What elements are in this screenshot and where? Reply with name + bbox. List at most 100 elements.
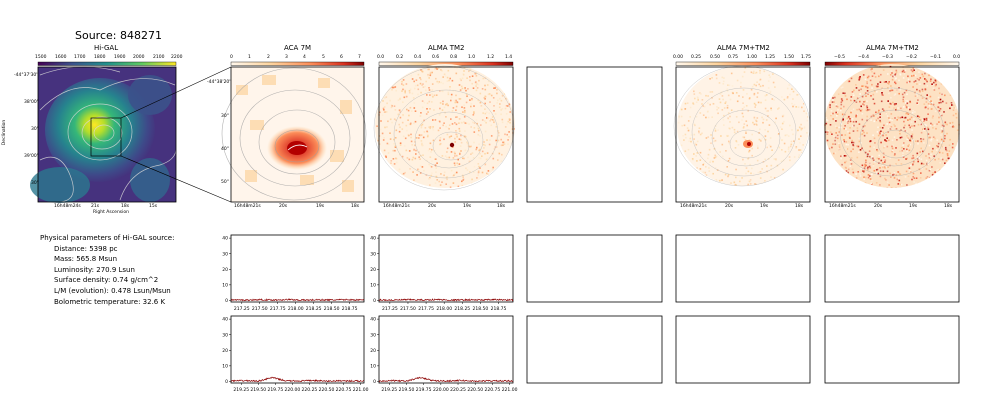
cbar-tick: 1500 (35, 55, 47, 60)
spectrum-ytick: 30 (370, 251, 376, 257)
aca7m-xtick: 16h48m21s (234, 204, 261, 209)
higal-ytick: 39'00" (24, 154, 39, 159)
spectrum-frame (230, 315, 365, 384)
cbar-tick: 4 (303, 55, 306, 60)
almatm2-image (373, 64, 515, 203)
spectrum-xtick: 219.75 (267, 387, 283, 393)
spectrum-xtick: 219.50 (250, 387, 266, 393)
alma7mtm2-b-xtick: 20s (874, 204, 883, 209)
spectrum-ytick: 10 (370, 363, 376, 369)
spectrum-ytick: 40 (370, 236, 376, 242)
spectrum-xtick: 220.50 (319, 387, 335, 393)
spectrum-xtick: 219.25 (381, 387, 397, 393)
alma7mtm2-a-image (673, 65, 811, 203)
cbar-tick: 0.75 (728, 55, 739, 60)
spectrum-xtick: 218.75 (342, 306, 358, 312)
cbar-tick: 7 (358, 55, 361, 60)
cbar-tick: 1900 (114, 55, 126, 60)
spectrum-ytick: 0 (373, 379, 376, 385)
spectrum-ytick: 30 (222, 251, 228, 257)
spectrum-ytick: 0 (373, 298, 376, 304)
cbar-tick: 2 (267, 55, 270, 60)
alma7mtm2-b-title: ALMA 7M+TM2 (866, 44, 919, 52)
cbar-tick: 0.6 (432, 55, 440, 60)
higal-ytick: 38'00" (24, 100, 39, 105)
aca7m-ytick: 40" (221, 147, 229, 152)
aca7m-colorbar-ticks: 0 1 2 3 4 5 6 7 (230, 55, 364, 61)
spectrum-ytick: 40 (370, 317, 376, 323)
cbar-tick: 0.00 (673, 55, 684, 60)
spectrum-xtick: 220.00 (433, 387, 449, 393)
spectrum-ytick: 40 (222, 317, 228, 323)
cbar-tick: −0.1 (930, 55, 941, 60)
cbar-tick: 0 (230, 55, 233, 60)
almatm2-xtick: 16h48m21s (383, 204, 410, 209)
empty-spectrum-panel (824, 234, 960, 303)
alma7mtm2-b-xtick: 16h48m21s (829, 204, 856, 209)
cbar-tick: 1600 (55, 55, 67, 60)
cbar-tick: 1700 (74, 55, 86, 60)
higal-xtick: 16h48m24s (54, 204, 81, 209)
aca7m-ytick: 50" (221, 180, 229, 185)
alma7mtm2-a-colorbar (675, 61, 811, 66)
info-line: Bolometric temperature: 32.6 K (54, 297, 166, 306)
alma7mtm2-b-xtick: 18s (944, 204, 953, 209)
cbar-tick: 0.2 (396, 55, 404, 60)
cbar-tick: 0.50 (710, 55, 721, 60)
almatm2-xtick: 20s (428, 204, 437, 209)
spectrum-ytick: 10 (370, 282, 376, 288)
alma7mtm2-a-xtick: 20s (725, 204, 734, 209)
spectrum-xtick: 217.75 (270, 306, 286, 312)
info-line: Luminosity: 270.9 Lsun (54, 265, 135, 274)
higal-colorbar-ticks: 1500 1600 1700 1800 1900 2000 2100 2200 (35, 55, 182, 61)
spectrum-ytick: 20 (222, 267, 228, 273)
alma7mtm2-b-colorbar-ticks: −0.5 −0.4 −0.3 −0.2 −0.1 0.0 (825, 55, 960, 61)
higal-ytick: -44°37'30" (14, 73, 39, 78)
spectrum-xtick: 217.25 (234, 306, 250, 312)
spectrum-xtick: 217.50 (252, 306, 268, 312)
empty-spectrum-panel (675, 234, 811, 303)
spectrum-xtick: 220.50 (467, 387, 483, 393)
empty-image-panel (526, 66, 663, 203)
spectrum-line (230, 298, 365, 302)
spectrum-xtick: 220.75 (485, 387, 501, 393)
alma7mtm2-a-colorbar-ticks: 0.00 0.25 0.50 0.75 1.00 1.25 1.50 1.75 (673, 55, 812, 61)
info-line: Surface density: 0.74 g/cm^2 (54, 276, 159, 285)
cbar-tick: 1800 (94, 55, 106, 60)
cbar-tick: 1.25 (765, 55, 776, 60)
spectrum-xtick: 219.25 (233, 387, 249, 393)
spectrum-xtick: 220.75 (336, 387, 352, 393)
spectrum-xtick: 218.50 (473, 306, 489, 312)
spectrum-xtick: 217.50 (400, 306, 416, 312)
cbar-tick: 1.50 (784, 55, 795, 60)
cbar-tick: 2000 (133, 55, 145, 60)
aca7m-ytick: -44°38'20" (207, 80, 232, 85)
almatm2-xtick: 19s (463, 204, 472, 209)
spectrum-ytick: 0 (225, 379, 228, 385)
cbar-tick: 1.00 (747, 55, 758, 60)
spectrum-xtick: 218.50 (324, 306, 340, 312)
alma7mtm2-b-xtick: 19s (909, 204, 918, 209)
empty-spectrum-panel (824, 315, 960, 384)
alma7mtm2-a-xtick: 16h48m21s (680, 204, 707, 209)
spectrum-frame (230, 234, 365, 303)
spectrum-xtick: 219.50 (399, 387, 415, 393)
spectrum-ytick: 30 (370, 332, 376, 338)
figure-title: Source: 848271 (75, 29, 162, 42)
spectrum-xtick: 219.75 (416, 387, 432, 393)
spectrum-ytick: 40 (222, 236, 228, 242)
cbar-tick: 2100 (153, 55, 165, 60)
cbar-tick: 1.75 (801, 55, 812, 60)
spectrum-ytick: 20 (222, 348, 228, 354)
info-line: L/M (evolution): 0.478 Lsun/Msun (54, 286, 171, 295)
spectrum-xtick: 218.25 (454, 306, 470, 312)
aca7m-xtick: 18s (351, 204, 360, 209)
higal-ytick: 30" (31, 127, 39, 132)
higal-xtick: 15s (149, 204, 158, 209)
spectrum-xtick: 217.75 (418, 306, 434, 312)
cbar-tick: 1 (248, 55, 251, 60)
spectrum-xtick: 221.00 (353, 387, 369, 393)
higal-colorbar (37, 61, 177, 66)
almatm2-colorbar-ticks: 0.0 0.2 0.4 0.6 0.8 1.0 1.2 1.4 (377, 55, 513, 61)
